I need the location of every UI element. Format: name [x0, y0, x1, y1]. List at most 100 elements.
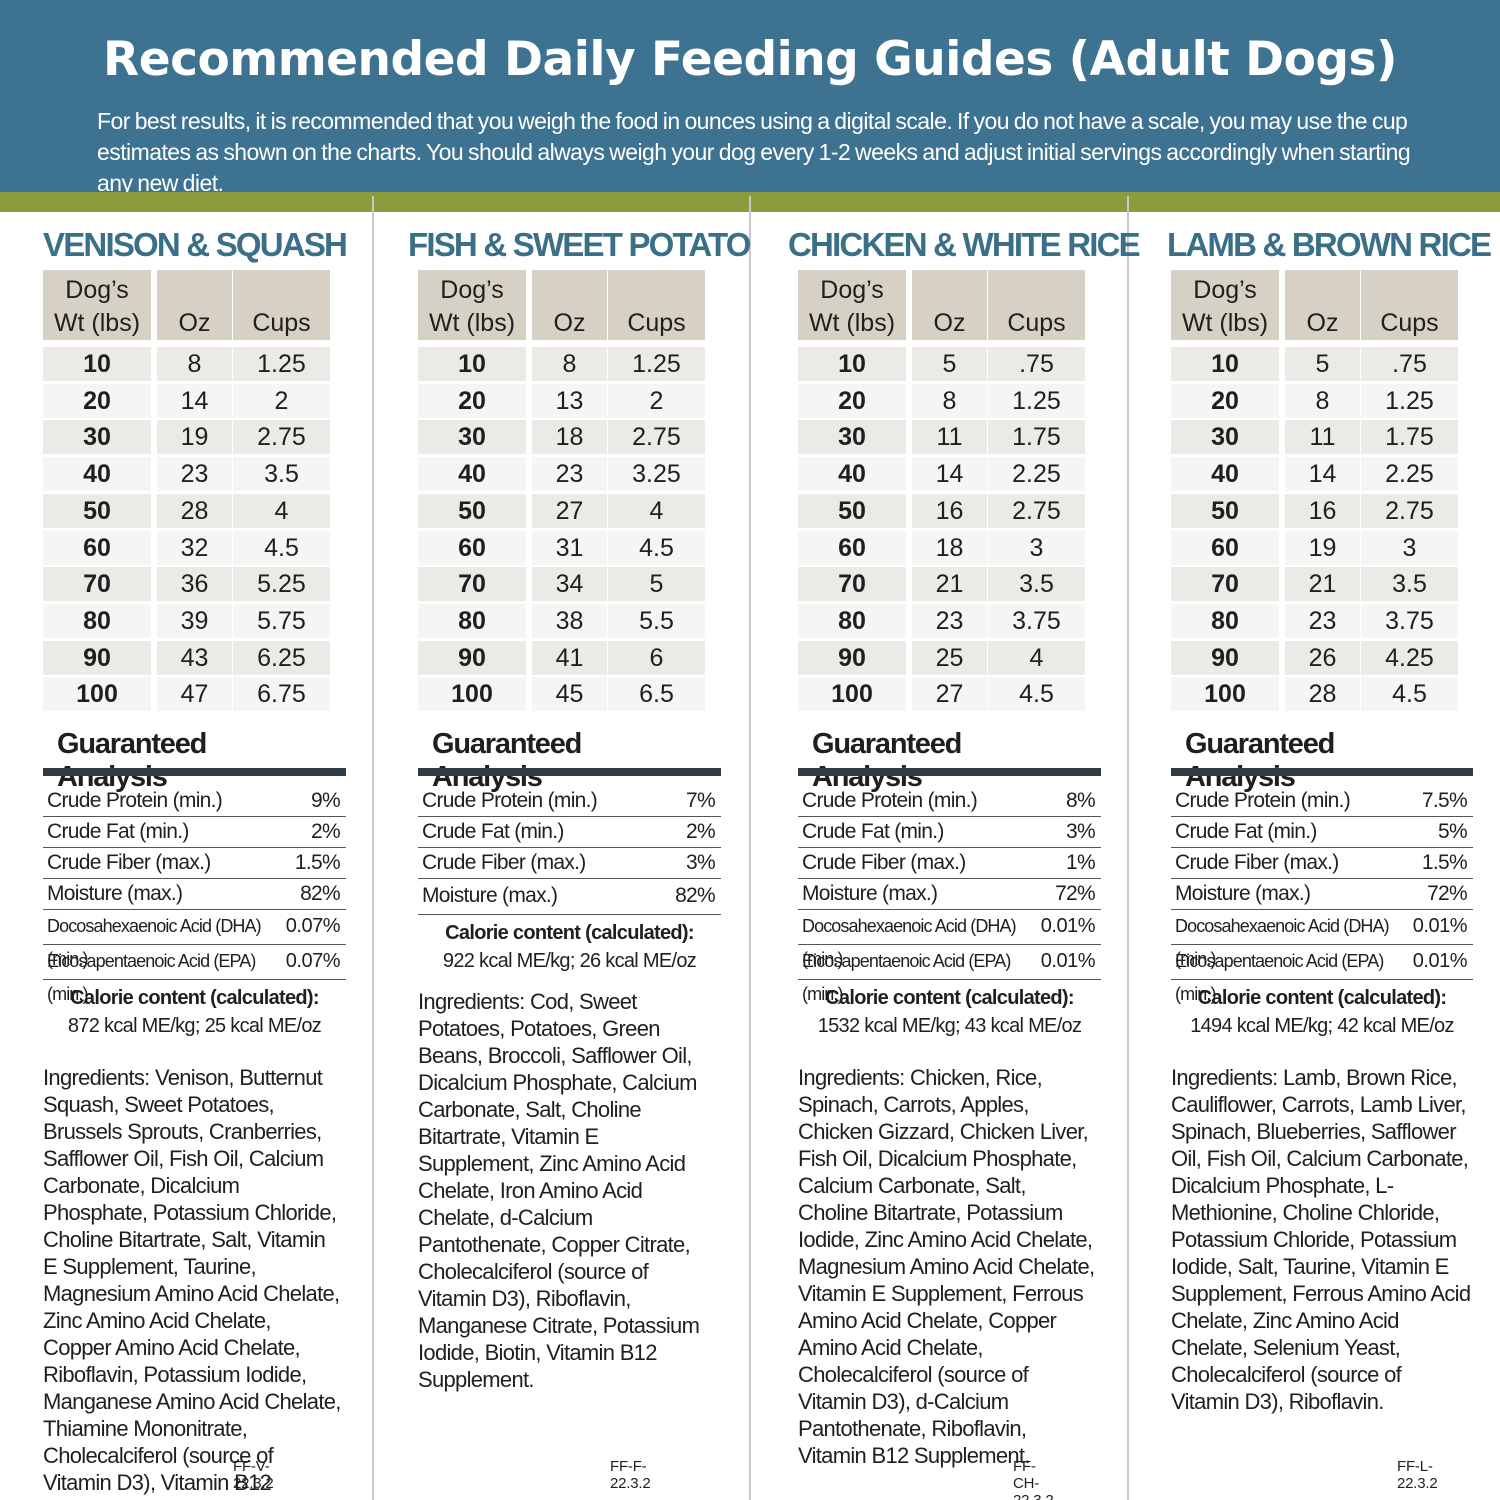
- analysis-row: Eicosapentaenoic Acid (EPA) (min.) 0.01%: [1171, 945, 1473, 1004]
- cell-oz: 21: [1285, 567, 1360, 602]
- cell-weight: 30: [418, 420, 526, 455]
- cell-weight: 100: [43, 677, 151, 712]
- analysis-rule: [798, 768, 1101, 776]
- analysis-label: Crude Fat (min.): [422, 820, 564, 843]
- cell-oz: 13: [532, 383, 607, 418]
- cell-oz: 23: [157, 457, 232, 492]
- cell-cups: 3.75: [1361, 603, 1458, 638]
- analysis-label: Crude Protein (min.): [802, 789, 978, 812]
- analysis-row: Eicosapentaenoic Acid (EPA) (min.) 0.07%: [43, 945, 346, 1004]
- analysis-label: Crude Fiber (max.): [47, 851, 211, 874]
- header-weight: Dog’s Wt (lbs): [43, 270, 151, 340]
- ingredients-text: Ingredients: Venison, Butternut Squash, …: [43, 1065, 341, 1500]
- analysis-row: Crude Fiber (max.) 1.5%: [43, 848, 346, 879]
- cell-weight: 10: [798, 347, 906, 381]
- cell-cups: 2.75: [233, 420, 330, 455]
- header-cups: Cups: [233, 270, 330, 340]
- cell-weight: 80: [43, 603, 151, 638]
- cell-weight: 60: [1171, 530, 1279, 565]
- analysis-row: Docosahexaenoic Acid (DHA) (min.) 0.01%: [1171, 910, 1473, 969]
- header-weight-line1: Dog’s: [820, 276, 884, 304]
- cell-cups: 1.25: [988, 383, 1085, 418]
- table-row: 80 39 5.75: [43, 603, 331, 638]
- cell-oz: 18: [912, 530, 987, 565]
- analysis-label: Docosahexaenoic Acid (DHA) (min.): [47, 916, 262, 969]
- cell-weight: 50: [1171, 493, 1279, 528]
- calorie-value: 1494 kcal ME/kg; 42 kcal ME/oz: [1190, 1015, 1454, 1037]
- calorie-value: 1532 kcal ME/kg; 43 kcal ME/oz: [817, 1015, 1082, 1037]
- cell-weight: 40: [798, 457, 906, 492]
- header-weight: Dog’s Wt (lbs): [1171, 270, 1279, 340]
- analysis-value: 72%: [1427, 882, 1468, 905]
- analysis-row: Crude Protein (min.) 9%: [43, 786, 346, 817]
- analysis-label: Crude Fat (min.): [802, 820, 944, 843]
- analysis-value: 82%: [675, 884, 716, 907]
- product-code: FF-CH-22.3.2: [1013, 1458, 1054, 1500]
- header-weight-line2: Wt (lbs): [808, 309, 896, 337]
- cell-oz: 18: [532, 420, 607, 455]
- cell-cups: 1.25: [233, 347, 330, 381]
- analysis-row: Docosahexaenoic Acid (DHA) (min.) 0.07%: [43, 910, 346, 969]
- cell-oz: 5: [912, 347, 987, 381]
- cell-cups: 3: [1361, 530, 1458, 565]
- cell-weight: 100: [1171, 677, 1279, 712]
- cell-cups: 6.5: [608, 677, 705, 712]
- cell-weight: 50: [798, 493, 906, 528]
- cell-cups: 4.5: [988, 677, 1085, 712]
- cell-oz: 43: [157, 640, 232, 675]
- cell-weight: 90: [798, 640, 906, 675]
- calorie-value: 922 kcal ME/kg; 26 kcal ME/oz: [442, 950, 697, 972]
- cell-oz: 28: [157, 493, 232, 528]
- analysis-row: Crude Fiber (max.) 1%: [798, 848, 1101, 879]
- cell-cups: 2.75: [988, 493, 1085, 528]
- header-weight-line1: Dog’s: [440, 276, 504, 304]
- analysis-value: 0.01%: [1040, 915, 1096, 937]
- cell-cups: 3.25: [608, 457, 705, 492]
- cell-oz: 8: [1285, 383, 1360, 418]
- analysis-label: Crude Protein (min.): [47, 789, 223, 812]
- table-row: 20 13 2: [418, 383, 706, 418]
- header-weight-line2: Wt (lbs): [1181, 309, 1269, 337]
- recipe-title: VENISON & SQUASH: [43, 226, 348, 263]
- analysis-row: Crude Fiber (max.) 1.5%: [1171, 848, 1473, 879]
- analysis-value: 2%: [311, 820, 341, 843]
- cell-oz: 45: [532, 677, 607, 712]
- cell-oz: 34: [532, 567, 607, 602]
- analysis-value: 0.01%: [1412, 915, 1468, 937]
- column-divider: [372, 196, 374, 1500]
- cell-weight: 70: [43, 567, 151, 602]
- guaranteed-analysis-title: Guaranteed Analysis: [57, 728, 207, 793]
- analysis-row: Moisture (max.) 72%: [798, 879, 1101, 910]
- cell-weight: 20: [418, 383, 526, 418]
- header-weight-line2: Wt (lbs): [428, 309, 516, 337]
- cell-cups: 3: [988, 530, 1085, 565]
- guaranteed-analysis-title: Guaranteed Analysis: [812, 728, 962, 793]
- cell-oz: 8: [532, 347, 607, 381]
- table-row: 50 16 2.75: [798, 493, 1086, 528]
- table-row: 80 38 5.5: [418, 603, 706, 638]
- table-row: 50 16 2.75: [1171, 493, 1459, 528]
- product-code: FF-L-22.3.2: [1397, 1458, 1438, 1492]
- cell-cups: 1.25: [1361, 383, 1458, 418]
- recipe-title: CHICKEN & WHITE RICE: [788, 226, 1141, 263]
- table-row: 20 8 1.25: [1171, 383, 1459, 418]
- cell-oz: 8: [912, 383, 987, 418]
- table-row: 20 14 2: [43, 383, 331, 418]
- analysis-row: Docosahexaenoic Acid (DHA) (min.) 0.01%: [798, 910, 1101, 969]
- table-row: 70 21 3.5: [798, 567, 1086, 602]
- guaranteed-analysis-title: Guaranteed Analysis: [432, 728, 582, 793]
- table-row: 90 43 6.25: [43, 640, 331, 675]
- cell-weight: 40: [418, 457, 526, 492]
- cell-oz: 27: [532, 493, 607, 528]
- recipe-title: LAMB & BROWN RICE: [1167, 226, 1492, 263]
- header-weight-line1: Dog’s: [65, 276, 129, 304]
- cell-weight: 60: [798, 530, 906, 565]
- cell-cups: 4: [988, 640, 1085, 675]
- cell-cups: 6: [608, 640, 705, 675]
- cell-weight: 50: [418, 493, 526, 528]
- table-row: 40 14 2.25: [798, 457, 1086, 492]
- analysis-row: Moisture (max.) 82%: [418, 879, 721, 915]
- analysis-value: 7%: [686, 789, 716, 812]
- calorie-label: Calorie content (calculated):: [1197, 987, 1447, 1009]
- cell-weight: 80: [798, 603, 906, 638]
